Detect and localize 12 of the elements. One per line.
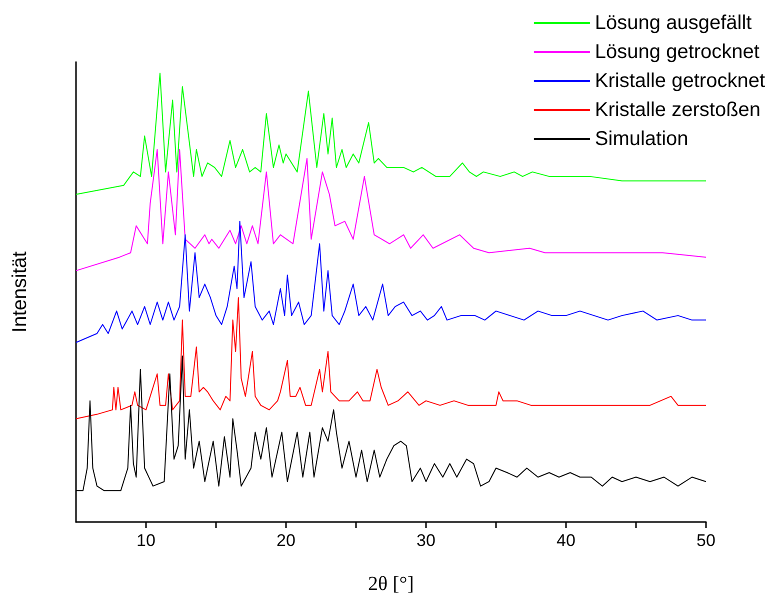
legend-label: Lösung getrocknet [594, 41, 760, 63]
legend-label: Lösung ausgefällt [594, 12, 752, 34]
x-axis-title: 2θ [°] [368, 573, 414, 595]
legend-label: Simulation [594, 128, 688, 150]
x-tick-label: 20 [276, 531, 296, 550]
x-tick-label: 10 [136, 531, 156, 550]
x-tick-label: 50 [696, 531, 716, 550]
y-axis-title: Intensität [9, 250, 31, 333]
legend-label: Kristalle zerstoßen [594, 99, 761, 121]
x-tick-label: 30 [416, 531, 436, 550]
x-tick-label: 40 [556, 531, 576, 550]
legend-label: Kristalle getrocknet [594, 70, 766, 92]
